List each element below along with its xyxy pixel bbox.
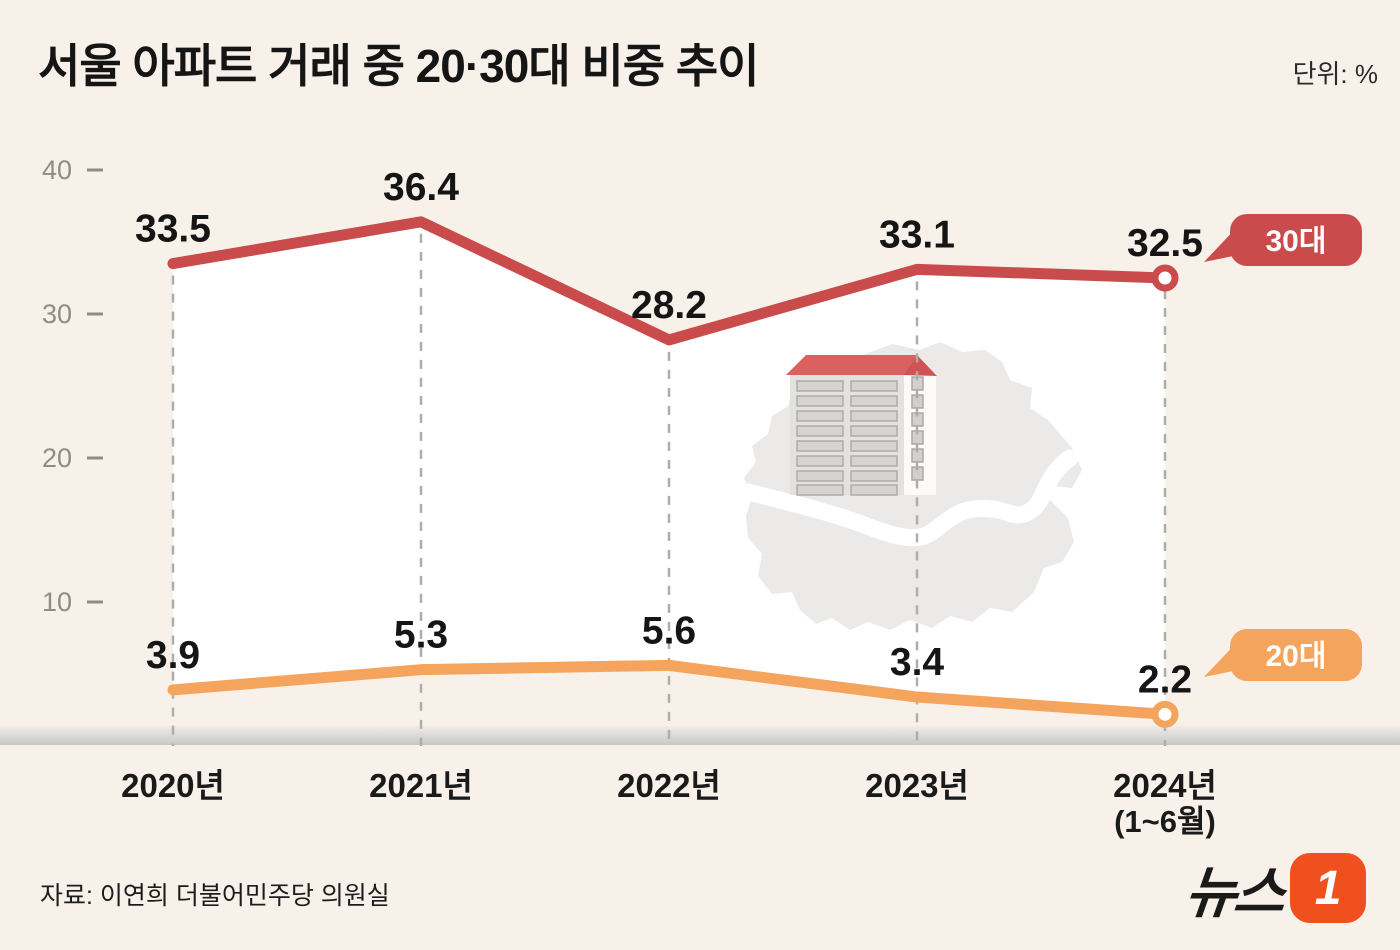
value-label-30대-2020년: 33.5 xyxy=(135,208,211,251)
series-line-30대 xyxy=(167,216,1171,346)
apartment-building-illustration xyxy=(786,355,937,496)
news1-logo: 뉴스 1 xyxy=(1182,850,1367,926)
news1-logo-text: 뉴스 xyxy=(1182,860,1286,924)
series-bubbles-layer: 30대 20대 xyxy=(1204,214,1362,681)
x-axis-label-2022년: 2022년 xyxy=(617,767,721,804)
gridlines-layer xyxy=(171,233,1167,746)
series-bubble-20대: 20대 xyxy=(1204,629,1362,681)
last-point-marker-20대 xyxy=(1151,700,1179,728)
bubble-label-30대: 30대 xyxy=(1266,225,1327,258)
y-axis-layer: 40 30 20 10 xyxy=(42,155,103,617)
y-tick-10: 10 xyxy=(42,587,72,617)
y-tick-30: 30 xyxy=(42,299,72,329)
series-line-20대 xyxy=(167,659,1171,720)
value-label-20대-2020년: 3.9 xyxy=(146,634,200,677)
building-roof-right xyxy=(903,355,937,376)
y-tick-40: 40 xyxy=(42,155,72,185)
x-axis-sublabel-2024년: (1~6월) xyxy=(1114,804,1216,839)
value-label-20대-2024년: 2.2 xyxy=(1138,658,1192,701)
x-axis-band xyxy=(0,726,1400,745)
bubble-box-30대 xyxy=(1230,214,1362,266)
value-label-30대-2023년: 33.1 xyxy=(879,213,955,256)
building-windows-left xyxy=(796,380,844,496)
x-axis-labels-layer: 2020년 2021년 2022년 2023년 2024년(1~6월) xyxy=(121,767,1217,839)
series-bubble-30대: 30대 xyxy=(1204,214,1362,266)
news1-logo-badge: 1 xyxy=(1290,853,1367,923)
x-axis-label-2023년: 2023년 xyxy=(865,767,969,804)
value-label-30대-2022년: 28.2 xyxy=(631,284,707,327)
han-river xyxy=(739,449,1079,547)
value-labels-layer: 33.5 36.4 28.2 33.1 32.5 3.9 5.3 5.6 3.4 2.2 xyxy=(135,166,1203,701)
source-credit: 자료: 이연희 더불어민주당 의원실 xyxy=(40,882,390,910)
series-lines-layer xyxy=(167,216,1179,728)
y-tick-20: 20 xyxy=(42,443,72,473)
unit-label: 단위: % xyxy=(1292,59,1378,89)
value-label-30대-2024년: 32.5 xyxy=(1127,222,1203,265)
building-roof xyxy=(786,355,917,375)
x-axis-label-2024년: 2024년 xyxy=(1113,767,1217,804)
value-label-20대-2022년: 5.6 xyxy=(642,609,696,652)
value-label-20대-2021년: 5.3 xyxy=(394,614,448,657)
last-point-marker-30대 xyxy=(1151,264,1179,292)
bubble-label-20대: 20대 xyxy=(1266,640,1327,673)
x-axis-label-2021년: 2021년 xyxy=(369,767,473,804)
value-label-20대-2023년: 3.4 xyxy=(890,641,945,684)
value-label-30대-2021년: 36.4 xyxy=(383,166,459,209)
bubble-box-20대 xyxy=(1230,629,1362,681)
page-title: 서울 아파트 거래 중 20·30대 비중 추이 xyxy=(38,40,759,92)
building-windows-right xyxy=(850,380,898,496)
x-axis-label-2020년: 2020년 xyxy=(121,767,225,804)
